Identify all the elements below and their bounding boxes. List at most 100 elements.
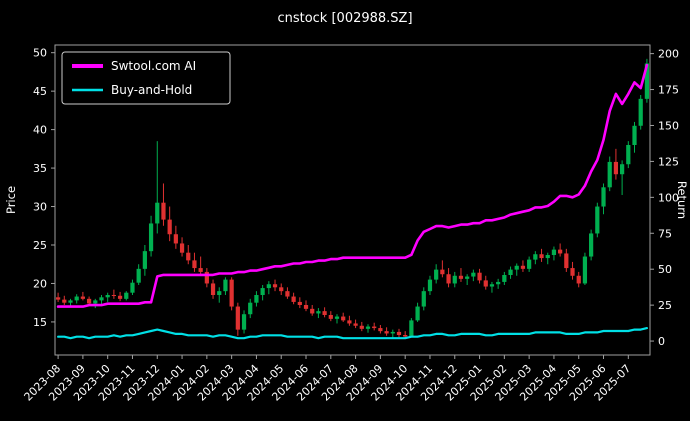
series-line-0	[56, 63, 649, 308]
candle-body	[427, 279, 433, 292]
candle-body	[483, 280, 488, 287]
return-tick-label: 200	[658, 48, 679, 61]
candle-body	[186, 252, 191, 261]
candle-body	[248, 302, 253, 315]
candle-body	[297, 301, 302, 305]
candle-body	[130, 282, 135, 293]
candle-body	[415, 306, 420, 321]
return-tick-label: 100	[658, 191, 679, 204]
plot-border	[54, 44, 651, 356]
candle-body	[409, 320, 414, 337]
legend: Swtool.com AI Buy-and-Hold	[61, 51, 231, 105]
candle-body	[520, 265, 526, 269]
price-tick-label: 35	[33, 162, 47, 175]
candle-body	[378, 328, 383, 332]
candle-body	[514, 265, 519, 270]
price-tick-label: 15	[33, 316, 47, 329]
candle-body	[241, 314, 247, 330]
candle-body	[173, 234, 178, 244]
candle-body	[644, 63, 650, 99]
candle-body	[372, 326, 377, 329]
candle-body	[105, 295, 110, 298]
candle-body	[589, 233, 594, 257]
right-axis-label: Return	[675, 181, 689, 219]
candle-body	[328, 315, 333, 319]
return-tick-label: 75	[658, 227, 672, 240]
legend-item-label: Buy-and-Hold	[111, 83, 192, 97]
candle-body	[489, 284, 495, 287]
candle-body	[638, 98, 643, 126]
candle-body	[124, 292, 129, 299]
candle-body	[254, 295, 259, 303]
chart-title: cnstock [002988.SZ]	[277, 11, 412, 26]
candle-body	[80, 296, 85, 299]
candle-body	[210, 283, 216, 295]
candle-body	[396, 331, 402, 335]
candle-body	[179, 243, 185, 253]
candle-body	[632, 125, 637, 145]
candle-body	[155, 202, 160, 224]
candle-body	[279, 287, 284, 292]
candle-body	[359, 325, 364, 329]
candle-body	[496, 281, 501, 285]
candles-group	[55, 58, 650, 339]
candle-body	[322, 311, 327, 315]
candle-body	[533, 254, 538, 260]
candle-body	[229, 279, 234, 307]
candle-body	[235, 306, 240, 330]
candle-body	[452, 275, 457, 284]
candle-body	[421, 291, 426, 307]
candle-body	[68, 300, 73, 303]
candle-body	[266, 284, 271, 289]
candle-body	[55, 297, 61, 300]
price-tick-label: 25	[33, 239, 47, 252]
return-tick-label: 25	[658, 299, 672, 312]
return-tick-label: 125	[658, 155, 679, 168]
candle-body	[403, 335, 408, 337]
candle-body	[458, 275, 464, 279]
candle-body	[465, 276, 470, 279]
candle-body	[502, 275, 507, 282]
candle-body	[576, 275, 581, 284]
candle-body	[148, 223, 154, 252]
candle-body	[167, 219, 172, 235]
candle-body	[353, 323, 358, 326]
candle-body	[626, 145, 631, 165]
candle-body	[334, 316, 340, 319]
candle-body	[161, 202, 166, 220]
candle-body	[223, 279, 228, 292]
candle-body	[508, 269, 513, 275]
candle-body	[74, 296, 79, 301]
candle-body	[601, 187, 606, 207]
candle-body	[62, 299, 67, 303]
candle-body	[93, 300, 98, 304]
candle-body	[613, 161, 619, 175]
return-tick-label: 175	[658, 84, 679, 97]
price-tick-label: 45	[33, 85, 47, 98]
candle-body	[582, 256, 588, 284]
candle-body	[99, 297, 104, 301]
candle-body	[570, 268, 575, 276]
price-tick-label: 30	[33, 201, 47, 214]
return-tick-label: 50	[658, 263, 672, 276]
legend-item-label: Swtool.com AI	[111, 59, 196, 73]
price-tick-label: 40	[33, 124, 47, 137]
candle-body	[607, 161, 612, 188]
price-tick-label: 20	[33, 277, 47, 290]
candle-body	[204, 271, 209, 284]
candle-body	[620, 164, 625, 175]
series-line-1	[56, 327, 649, 340]
candle-body	[390, 331, 395, 334]
candle-body	[136, 268, 141, 283]
candle-body	[539, 254, 544, 259]
candle-body	[595, 206, 600, 234]
candle-body	[558, 249, 563, 254]
candle-body	[217, 291, 222, 295]
candle-body	[551, 249, 557, 255]
candle-body	[347, 320, 352, 324]
candle-body	[316, 311, 321, 314]
candle-body	[142, 251, 147, 269]
candle-body	[384, 331, 389, 334]
